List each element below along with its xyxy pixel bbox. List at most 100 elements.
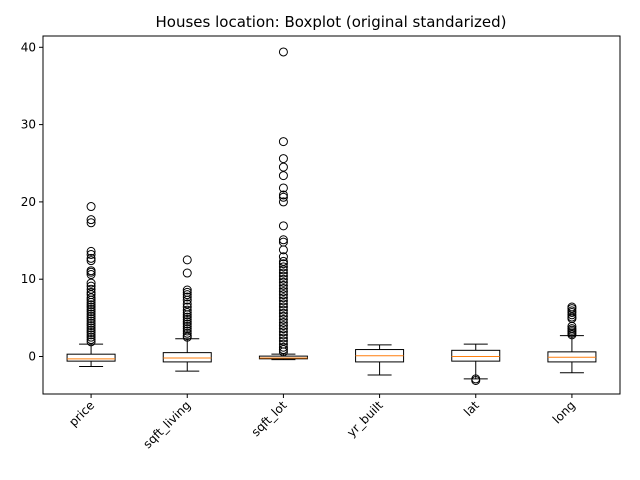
outlier-point	[278, 271, 288, 281]
outlier-point	[182, 317, 192, 327]
outlier-point	[182, 319, 192, 329]
outlier-point	[278, 190, 288, 200]
outlier-point	[182, 292, 192, 302]
outlier-point	[278, 280, 288, 290]
outlier-point	[182, 295, 192, 305]
outlier-point	[86, 307, 96, 317]
outlier-point	[86, 284, 96, 294]
outlier-point	[86, 330, 96, 340]
x-tick-label-yr-built: yr_built	[344, 398, 386, 440]
outlier-point	[278, 268, 288, 278]
outlier-point	[86, 256, 96, 266]
y-tick-label: 20	[21, 195, 36, 209]
outlier-point	[278, 221, 288, 231]
chart-title: Houses location: Boxplot (original stand…	[156, 13, 507, 31]
outlier-point	[278, 327, 288, 337]
outlier-point	[86, 202, 96, 212]
outlier-point	[86, 304, 96, 314]
outlier-point	[182, 312, 192, 322]
outlier-point	[278, 308, 288, 318]
outlier-point	[86, 293, 96, 303]
outlier-point	[86, 328, 96, 338]
outlier-point	[278, 171, 288, 181]
box-group-long	[547, 302, 597, 374]
outlier-point	[86, 267, 96, 277]
outlier-point	[86, 300, 96, 310]
outlier-point	[182, 305, 192, 315]
axes-frame	[42, 35, 621, 395]
outlier-point	[182, 314, 192, 324]
outlier-point	[86, 295, 96, 305]
outlier-point	[278, 259, 288, 269]
outlier-point	[182, 285, 192, 295]
outlier-point	[278, 47, 288, 57]
outlier-point	[278, 197, 288, 207]
outlier-point	[278, 262, 288, 272]
outlier-point	[86, 270, 96, 280]
outlier-point	[567, 304, 577, 314]
outlier-point	[86, 253, 96, 263]
box-group-price	[66, 202, 116, 368]
x-tick-label-sqft-living: sqft_living	[140, 398, 193, 451]
box	[162, 352, 212, 363]
outlier-point	[278, 296, 288, 306]
outlier-point	[278, 299, 288, 309]
x-tick-label-price: price	[66, 398, 97, 429]
axes: 0 10 20 30 40 price sqft_living sqft_lot yr_buil…	[21, 40, 578, 451]
outlier-point	[182, 307, 192, 317]
outlier-point	[278, 183, 288, 193]
outlier-point	[471, 375, 481, 385]
x-tick-label-sqft-lot: sqft_lot	[249, 398, 290, 439]
outlier-point	[278, 137, 288, 147]
y-tick-label: 10	[21, 272, 36, 286]
outlier-point	[182, 321, 192, 331]
outlier-point	[278, 314, 288, 324]
outlier-point	[567, 310, 577, 320]
outlier-point	[182, 299, 192, 309]
outlier-point	[86, 302, 96, 312]
outlier-point	[278, 162, 288, 172]
outlier-point	[86, 278, 96, 288]
outlier-point	[278, 305, 288, 315]
box-group-lat	[451, 343, 501, 385]
outlier-point	[567, 321, 577, 331]
outlier-point	[278, 192, 288, 202]
outlier-point	[278, 256, 288, 266]
outlier-point	[278, 293, 288, 303]
outlier-point	[86, 316, 96, 326]
outlier-point	[86, 337, 96, 347]
x-tick-label-lat: lat	[461, 398, 482, 419]
box	[451, 349, 501, 362]
outlier-point	[278, 252, 288, 262]
outlier-point	[86, 281, 96, 291]
outlier-point	[278, 333, 288, 343]
x-tick-label-long: long	[550, 398, 578, 426]
outlier-point	[86, 297, 96, 307]
outlier-point	[278, 311, 288, 321]
outlier-point	[86, 246, 96, 256]
outlier-point	[567, 307, 577, 317]
outlier-point	[278, 265, 288, 275]
outlier-point	[278, 345, 288, 355]
outlier-point	[86, 309, 96, 319]
outlier-point	[86, 311, 96, 321]
outlier-point	[86, 318, 96, 328]
outlier-point	[567, 330, 577, 340]
outlier-point	[86, 218, 96, 228]
outlier-point	[278, 154, 288, 164]
outlier-point	[278, 283, 288, 293]
outlier-point	[278, 330, 288, 340]
outlier-point	[182, 310, 192, 320]
outlier-point	[86, 314, 96, 324]
outlier-point	[278, 245, 288, 255]
outlier-point	[278, 274, 288, 284]
outlier-point	[86, 323, 96, 333]
box-group-yr-built	[355, 344, 405, 376]
box	[66, 353, 116, 362]
outlier-point	[86, 325, 96, 335]
outlier-point	[182, 268, 192, 278]
outlier-point	[278, 342, 288, 352]
outlier-point	[86, 334, 96, 344]
outlier-point	[278, 336, 288, 346]
